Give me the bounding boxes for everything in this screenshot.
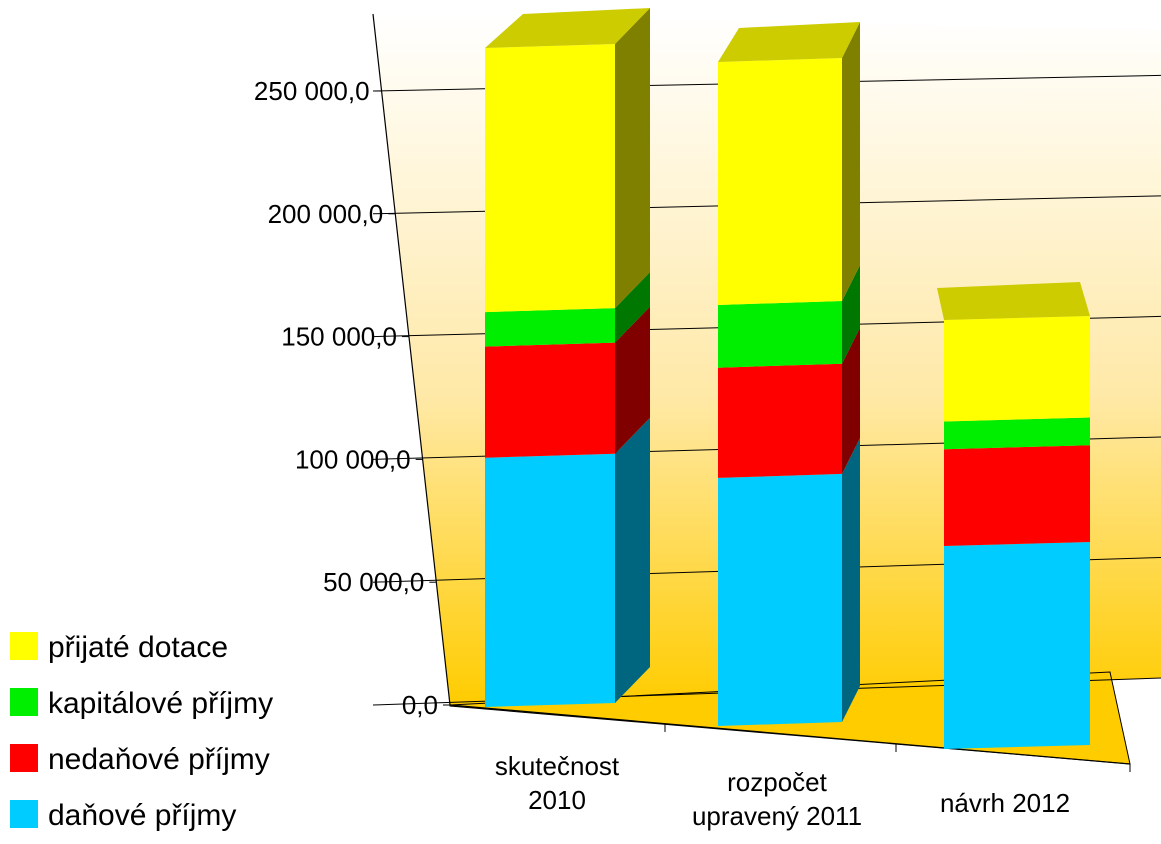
bar-segment-1-2 xyxy=(944,445,1090,546)
bar-side-0-0 xyxy=(615,417,650,703)
x-category-label: upravený 2011 xyxy=(692,801,862,831)
legend: přijaté dotace kapitálové příjmy nedaňové … xyxy=(10,631,273,832)
y-tick-label: 0,0 xyxy=(402,690,438,720)
x-category-label: skutečnost xyxy=(495,751,620,781)
legend-label: kapitálové příjmy xyxy=(48,687,273,720)
bar-segment-2-0 xyxy=(485,308,615,347)
bar-side-2-1 xyxy=(842,265,860,364)
bar-segment-3-2 xyxy=(944,316,1090,422)
bar-segment-0-1 xyxy=(718,473,842,726)
bar-side-1-0 xyxy=(615,306,650,454)
bar-side-0-1 xyxy=(842,437,860,722)
bar-segment-0-2 xyxy=(944,542,1090,749)
legend-swatch xyxy=(10,800,38,828)
bar-side-3-1 xyxy=(842,22,860,301)
x-category-label: rozpočet xyxy=(727,767,827,797)
legend-swatch xyxy=(10,744,38,772)
bar-segment-3-0 xyxy=(485,44,615,313)
legend-swatch xyxy=(10,632,38,660)
axes xyxy=(372,13,1131,772)
y-tick-label: 50 000,0 xyxy=(323,567,424,597)
bar-segment-2-2 xyxy=(944,417,1090,450)
bar-segment-0-0 xyxy=(485,453,615,707)
y-axis-line xyxy=(372,13,451,706)
y-tick-label: 100 000,0 xyxy=(295,444,411,474)
legend-swatch xyxy=(10,688,38,716)
bar-segment-2-1 xyxy=(718,301,842,368)
y-tick-label: 150 000,0 xyxy=(281,322,397,352)
bar-side-3-0 xyxy=(615,8,650,309)
bars xyxy=(485,8,1090,749)
y-axis-tick-labels: 0,0 50 000,0 100 000,0 150 000,0 200 000,0 25… xyxy=(254,76,438,720)
bar-side-2-0 xyxy=(615,272,650,343)
y-tick-label: 250 000,0 xyxy=(254,76,370,106)
legend-label: přijaté dotace xyxy=(48,631,228,664)
legend-label: daňové příjmy xyxy=(48,799,236,832)
x-category-label: 2010 xyxy=(528,785,586,815)
bar-segment-1-1 xyxy=(718,363,842,478)
y-tick-label: 200 000,0 xyxy=(268,199,384,229)
x-axis-line xyxy=(449,704,1131,765)
bar-segment-1-0 xyxy=(485,342,615,458)
bar-top-1 xyxy=(718,22,860,62)
legend-label: nedaňové příjmy xyxy=(48,743,270,776)
bar-top-2 xyxy=(937,282,1090,320)
bar-segment-3-1 xyxy=(718,58,842,305)
x-category-label: návrh 2012 xyxy=(940,788,1070,818)
bar-top-0 xyxy=(485,8,650,48)
x-axis-category-labels: skutečnost 2010 rozpočet upravený 2011 návrh… xyxy=(495,751,1070,831)
bar-side-1-1 xyxy=(842,327,860,474)
